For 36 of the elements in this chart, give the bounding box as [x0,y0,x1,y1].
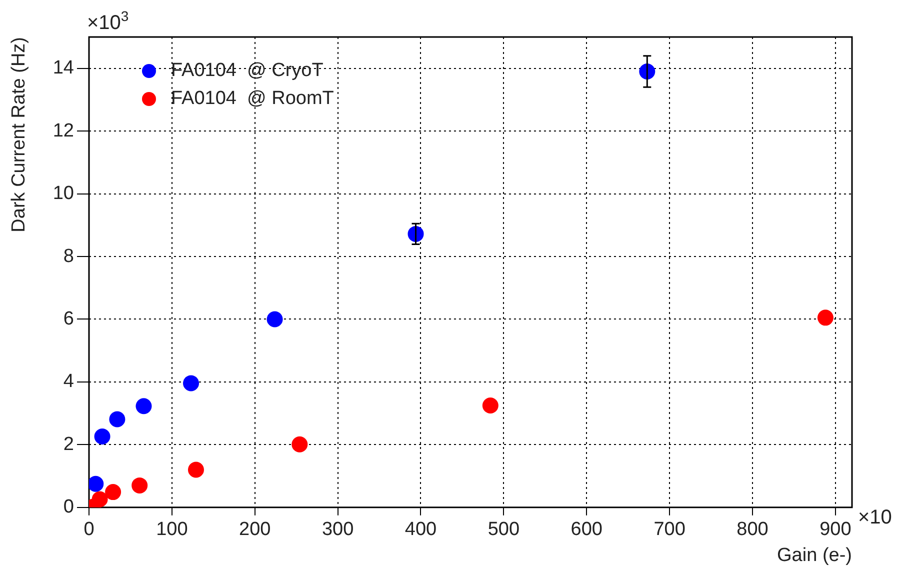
legend-label: FA0104 @ RoomT [171,88,334,110]
y-tick-label: 0 [63,496,74,518]
y-tick-label: 6 [63,308,74,330]
x-tick-label: 100 [156,519,188,540]
x-tick-label: 600 [570,519,602,540]
point [132,477,148,494]
point [94,428,110,445]
x-tick-label: 500 [488,519,520,540]
y-tick-label: 2 [63,434,74,455]
x-tick-label: 700 [654,519,686,540]
x-tick-label: 900 [820,519,852,540]
x-axis-title: Gain (e-) [777,544,852,566]
point [292,436,308,452]
x-tick-label: 800 [736,519,768,540]
y-tick-label: 4 [63,371,74,392]
point [109,411,126,428]
y-tick-label: 8 [63,246,74,267]
y-tick-label: 10 [52,183,74,204]
point [105,484,122,500]
point [89,476,104,492]
legend-label: FA0104 @ CryoT [171,60,324,82]
text: ×10 [858,506,892,528]
x-tick-label: 0 [84,519,94,540]
point [817,310,834,326]
point [136,398,152,414]
x-tick-label: 200 [239,519,271,540]
x-tick-label: 400 [404,519,437,540]
point [183,375,200,392]
point [188,462,204,478]
point [92,491,108,508]
point [266,311,283,328]
y-axis-title: Dark Current Rate (Hz) [8,37,30,232]
x-tick-label: 300 [322,519,354,540]
point [482,397,498,414]
y-tick-label: 12 [52,120,74,142]
y-tick-label: 14 [52,58,74,79]
